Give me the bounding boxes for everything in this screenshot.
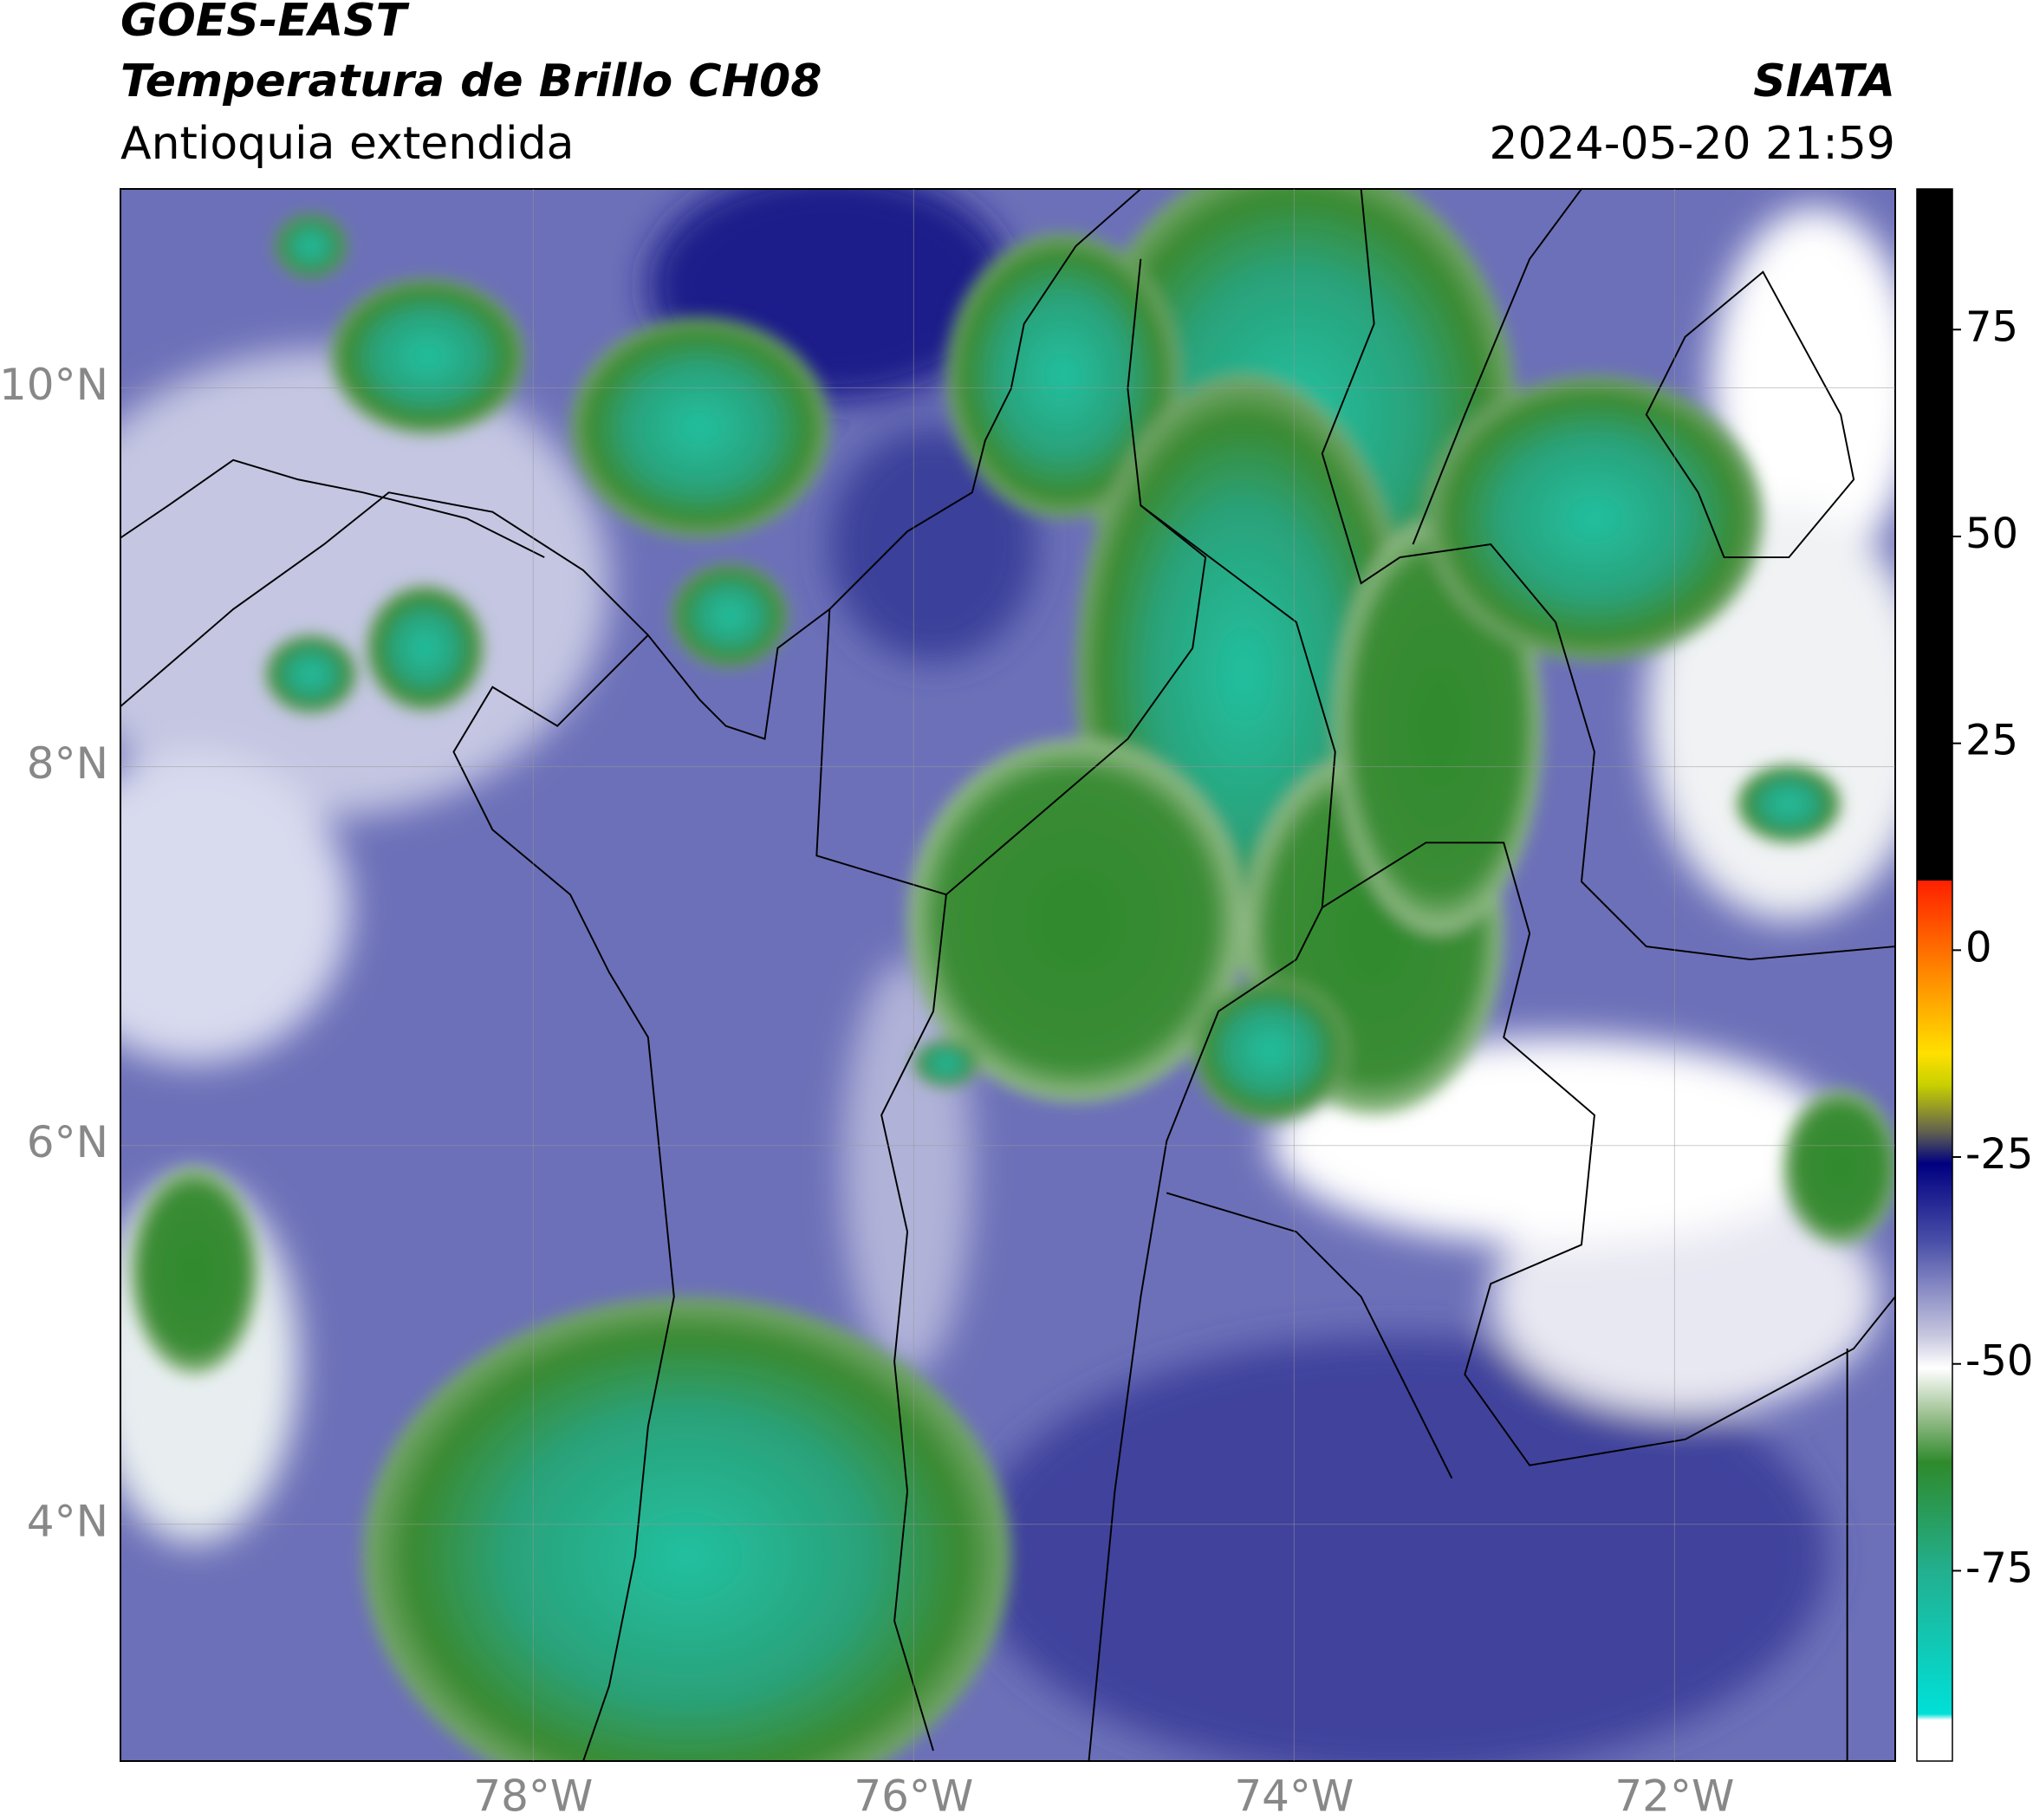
region: Antioquia extendida (120, 118, 575, 170)
colorbar-tick-label: -50 (1965, 1337, 2033, 1386)
datetime: 2024-05-20 21:59 (1489, 118, 1895, 170)
colorbar-tick-label: -75 (1965, 1544, 2033, 1592)
subtitle: Temperatura de Brillo CH08 (120, 55, 822, 107)
x-tick-label: 72°W (1614, 1771, 1734, 1820)
colorbar-tick-label: 25 (1965, 717, 2018, 765)
colorbar-tick-label: 0 (1965, 923, 1992, 972)
map-frame (120, 188, 1896, 1762)
map-image (120, 189, 1895, 1761)
colorbar-tick-label: -25 (1965, 1130, 2033, 1179)
x-tick-label: 76°W (854, 1771, 973, 1820)
x-tick-label: 78°W (473, 1771, 593, 1820)
source: SIATA (1753, 55, 1895, 107)
colorbar-tick-label: 50 (1965, 510, 2018, 558)
y-tick-label: 4°N (27, 1496, 108, 1546)
y-tick-label: 10°N (0, 360, 108, 410)
y-tick-label: 8°N (27, 738, 108, 789)
colorbar (1916, 188, 1953, 1762)
y-tick-label: 6°N (27, 1117, 108, 1167)
colorbar-tick-label: 75 (1965, 302, 2018, 351)
x-tick-label: 74°W (1234, 1771, 1354, 1820)
title: GOES-EAST (120, 0, 410, 47)
